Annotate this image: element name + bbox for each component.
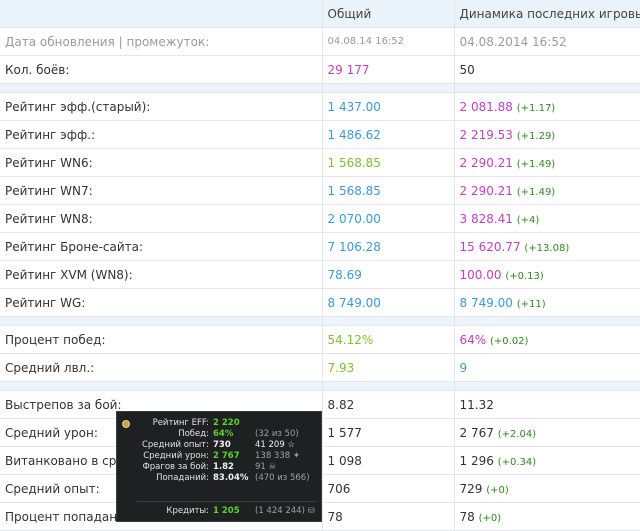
tooltip-row: Рейтинг EFF: 2 220: [152, 418, 240, 428]
row-total: 7.93: [322, 353, 455, 382]
row-total: 1 568.85: [322, 176, 455, 205]
header-dynamic: Динамика последних игровых се: [454, 0, 640, 28]
row-label: Дата обновления | промежуток:: [0, 27, 323, 56]
row-total: 04.08.14 16:52: [322, 27, 455, 56]
row-dynamic: 2 290.21 (+1.49): [454, 148, 640, 177]
row-label: Средний лвл.:: [0, 353, 323, 382]
table-row: Рейтинг эфф.(старый): 1 437.00 2 081.88 …: [0, 92, 640, 121]
row-total: 78.69: [322, 260, 455, 289]
tooltip-row: Фрагов за бой: 1.82 91 ☠: [142, 462, 277, 472]
row-label: Рейтинг эфф.(старый):: [0, 92, 323, 121]
tooltip-row: Побед: 64% (32 из 50): [178, 429, 299, 439]
row-total: 54.12%: [322, 325, 455, 354]
table-row: Процент побед: 54.12% 64% (+0.02): [0, 325, 640, 354]
rank-badge-icon: [122, 420, 130, 428]
row-total: 8 749.00: [322, 288, 455, 317]
stats-tooltip: Рейтинг EFF: 2 220 Побед: 64% (32 из 50) Ср…: [116, 411, 322, 522]
row-label: Рейтинг XVM (WN8):: [0, 260, 323, 289]
row-dynamic: 15 620.77 (+13.08): [454, 232, 640, 261]
table-row: Кол. боёв: 29 177 50: [0, 55, 640, 84]
row-total: 706: [322, 474, 455, 503]
row-total: 29 177: [322, 55, 455, 84]
tooltip-divider: [137, 501, 317, 502]
header-total: Общий: [322, 0, 455, 28]
row-dynamic: 2 767 (+2.04): [454, 418, 640, 447]
row-gap: [0, 316, 640, 326]
table-row: Рейтинг WG: 8 749.00 8 749.00 (+11): [0, 288, 640, 317]
row-label: Рейтинг Броне-сайта:: [0, 232, 323, 261]
tooltip-row: Средний опыт: 730 41 209 ☆: [141, 440, 296, 450]
row-gap: [0, 381, 640, 391]
row-label: Рейтинг WN7:: [0, 176, 323, 205]
table-header: Общий Динамика последних игровых се: [0, 0, 640, 28]
row-dynamic: 8 749.00 (+11): [454, 288, 640, 317]
row-label: Рейтинг эфф.:: [0, 120, 323, 149]
table-row: Средний лвл.: 7.93 9: [0, 353, 640, 382]
row-label: Рейтинг WN8:: [0, 204, 323, 233]
row-label: Рейтинг WG:: [0, 288, 323, 317]
row-dynamic: 50: [454, 55, 640, 84]
header-empty: [0, 0, 323, 28]
row-total: 1 098: [322, 446, 455, 475]
row-total: 1 577: [322, 418, 455, 447]
row-dynamic: 2 290.21 (+1.49): [454, 176, 640, 205]
row-dynamic: 9: [454, 353, 640, 382]
row-total: 1 568.85: [322, 148, 455, 177]
row-dynamic: 100.00 (+0.13): [454, 260, 640, 289]
row-gap: [0, 83, 640, 93]
row-dynamic: 64% (+0.02): [454, 325, 640, 354]
row-dynamic: 3 828.41 (+4): [454, 204, 640, 233]
row-dynamic: 2 081.88 (+1.17): [454, 92, 640, 121]
row-total: 1 486.62: [322, 120, 455, 149]
row-dynamic: 729 (+0): [454, 474, 640, 503]
row-dynamic: 04.08.2014 16:52: [454, 27, 640, 56]
row-dynamic: 1 296 (+0.34): [454, 446, 640, 475]
row-label: Процент побед:: [0, 325, 323, 354]
table-row: Рейтинг XVM (WN8): 78.69 100.00 (+0.13): [0, 260, 640, 289]
row-total: 78: [322, 502, 455, 531]
row-label: Кол. боёв:: [0, 55, 323, 84]
tooltip-row: Средний урон: 2 767 138 338 ✦: [143, 451, 300, 461]
row-dynamic: 11.32: [454, 390, 640, 419]
table-row: Рейтинг Броне-сайта: 7 106.28 15 620.77 …: [0, 232, 640, 261]
table-row: Рейтинг WN7: 1 568.85 2 290.21 (+1.49): [0, 176, 640, 205]
table-row: Рейтинг эфф.: 1 486.62 2 219.53 (+1.29): [0, 120, 640, 149]
row-total: 1 437.00: [322, 92, 455, 121]
row-label: Рейтинг WN6:: [0, 148, 323, 177]
table-row: Рейтинг WN8: 2 070.00 3 828.41 (+4): [0, 204, 640, 233]
tooltip-row: Попаданий: 83.04% (470 из 566): [156, 473, 310, 483]
row-total: 7 106.28: [322, 232, 455, 261]
row-total: 8.82: [322, 390, 455, 419]
tooltip-row: Кредиты: 1 205 (1 424 244) ⛁: [166, 506, 315, 516]
table-row: Дата обновления | промежуток: 04.08.14 1…: [0, 27, 640, 56]
table-row: Выстрепов за бой: 8.82 11.32: [0, 390, 640, 419]
table-row: Витанковано в сре 1 098 1 296 (+0.34): [0, 446, 640, 475]
table-row: Рейтинг WN6: 1 568.85 2 290.21 (+1.49): [0, 148, 640, 177]
row-dynamic: 78 (+0): [454, 502, 640, 531]
row-total: 2 070.00: [322, 204, 455, 233]
row-dynamic: 2 219.53 (+1.29): [454, 120, 640, 149]
